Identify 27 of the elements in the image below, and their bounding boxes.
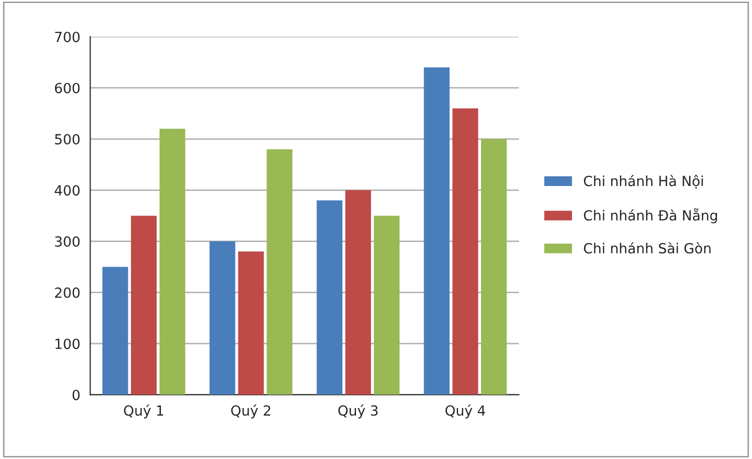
bar bbox=[102, 266, 128, 395]
x-tick-label: Quý 3 bbox=[338, 404, 378, 418]
bar bbox=[210, 241, 236, 395]
y-tick-label: 400 bbox=[54, 185, 80, 196]
y-tick-label: 600 bbox=[54, 82, 80, 94]
bar bbox=[160, 128, 186, 395]
y-tick-label: 500 bbox=[55, 134, 80, 144]
bar bbox=[345, 190, 371, 395]
x-tick-label: Quý 2 bbox=[231, 404, 270, 418]
bar bbox=[452, 108, 478, 395]
bar bbox=[481, 139, 507, 395]
bar bbox=[238, 252, 264, 395]
y-tick-label: 0 bbox=[72, 390, 80, 400]
y-tick-label: 300 bbox=[55, 236, 80, 247]
y-tick-label: 700 bbox=[55, 32, 80, 42]
y-tick-label: 100 bbox=[56, 338, 80, 350]
bar bbox=[130, 216, 157, 395]
legend-label: Chi nhánh Sài Gòn bbox=[584, 242, 711, 254]
legend-label: Chi nhánh Hà Nội bbox=[584, 174, 703, 189]
bar bbox=[424, 67, 450, 395]
bar bbox=[266, 149, 292, 395]
bar bbox=[374, 216, 400, 395]
bar bbox=[316, 200, 342, 395]
x-tick-label: Quý 4 bbox=[445, 404, 486, 418]
legend-label: Chi nhánh Đà Nẵng bbox=[584, 208, 717, 224]
y-tick-label: 200 bbox=[55, 287, 80, 298]
x-tick-label: Quý 1 bbox=[124, 404, 164, 418]
